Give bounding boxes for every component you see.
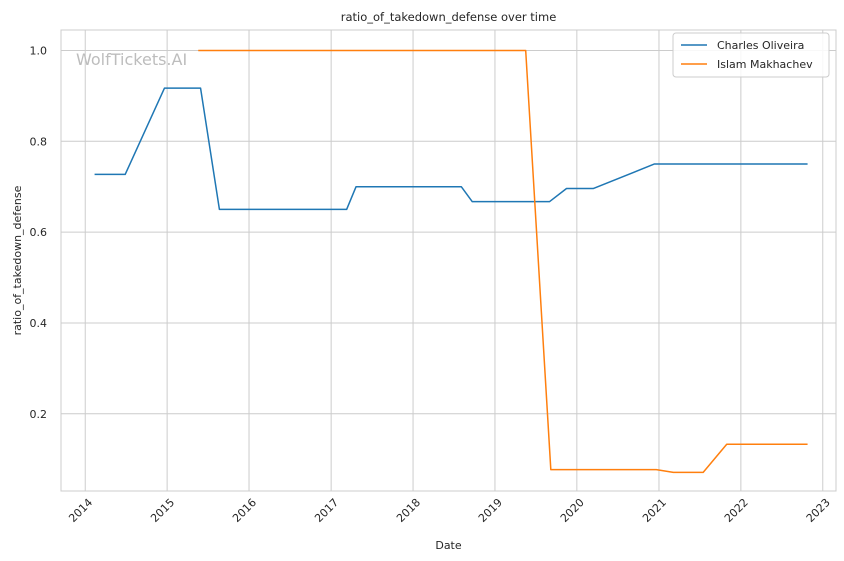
- legend-label-series-2: Islam Makhachev: [717, 58, 813, 71]
- x-axis-label: Date: [435, 539, 462, 552]
- grid-lines: [61, 30, 836, 491]
- series-line-2: [198, 49, 808, 474]
- legend: Charles Oliveira Islam Makhachev: [672, 32, 830, 78]
- x-tick-label: 2019: [476, 496, 505, 525]
- y-tick-label: 0.8: [30, 135, 48, 148]
- legend-box: [672, 32, 830, 78]
- x-tick-label: 2023: [804, 496, 833, 525]
- x-tick-labels: 2014 2015 2016 2017 2018 2019 2020 2021 2022 2023: [66, 496, 833, 525]
- watermark: WolfTickets.AI: [76, 50, 187, 69]
- y-tick-label: 1.0: [30, 44, 48, 57]
- x-tick-label: 2021: [640, 496, 669, 525]
- y-tick-label: 0.2: [30, 408, 48, 421]
- series-layer: [94, 49, 808, 474]
- y-tick-labels: 0.2 0.4 0.6 0.8 1.0: [30, 44, 48, 420]
- y-axis-label: ratio_of_takedown_defense: [11, 185, 24, 335]
- plot-area-frame: [60, 29, 837, 492]
- series-line-1: [94, 87, 808, 211]
- x-tick-label: 2020: [558, 496, 587, 525]
- chart-title: ratio_of_takedown_defense over time: [341, 10, 557, 24]
- y-tick-label: 0.4: [30, 317, 48, 330]
- y-tick-label: 0.6: [30, 226, 48, 239]
- x-tick-label: 2018: [394, 496, 423, 525]
- legend-label-series-1: Charles Oliveira: [717, 39, 804, 52]
- x-tick-label: 2022: [722, 496, 751, 525]
- x-tick-label: 2017: [312, 496, 341, 525]
- x-tick-label: 2014: [66, 496, 95, 525]
- x-tick-label: 2016: [230, 496, 259, 525]
- x-tick-label: 2015: [148, 496, 177, 525]
